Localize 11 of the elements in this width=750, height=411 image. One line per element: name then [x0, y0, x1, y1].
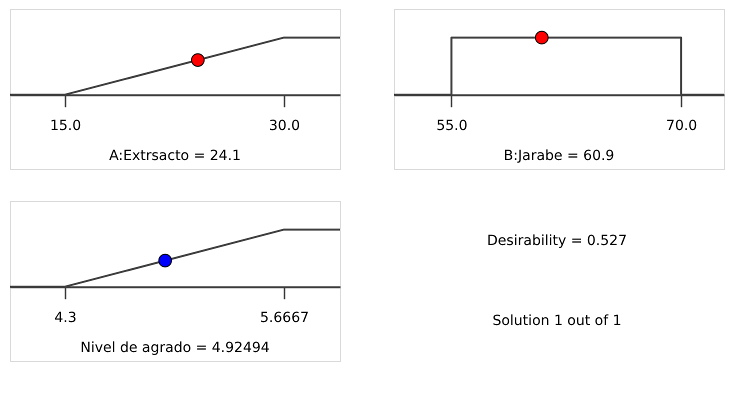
x-tick-label: 4.3	[54, 310, 77, 326]
x-axis-title: B:Jarabe = 60.9	[504, 148, 614, 164]
x-axis-title: A:Extrsacto = 24.1	[109, 148, 241, 164]
text: Desirability = 0.527	[487, 233, 627, 249]
text: Solution 1 out of 1	[492, 313, 622, 329]
x-tick-label: 30.0	[268, 118, 300, 134]
x-tick-label: 5.6667	[260, 310, 310, 326]
x-tick-label: 70.0	[666, 118, 698, 134]
x-tick-label: 15.0	[50, 118, 82, 134]
x-axis-title: Nivel de agrado = 4.92494	[80, 340, 270, 356]
x-tick-label: 55.0	[436, 118, 468, 134]
